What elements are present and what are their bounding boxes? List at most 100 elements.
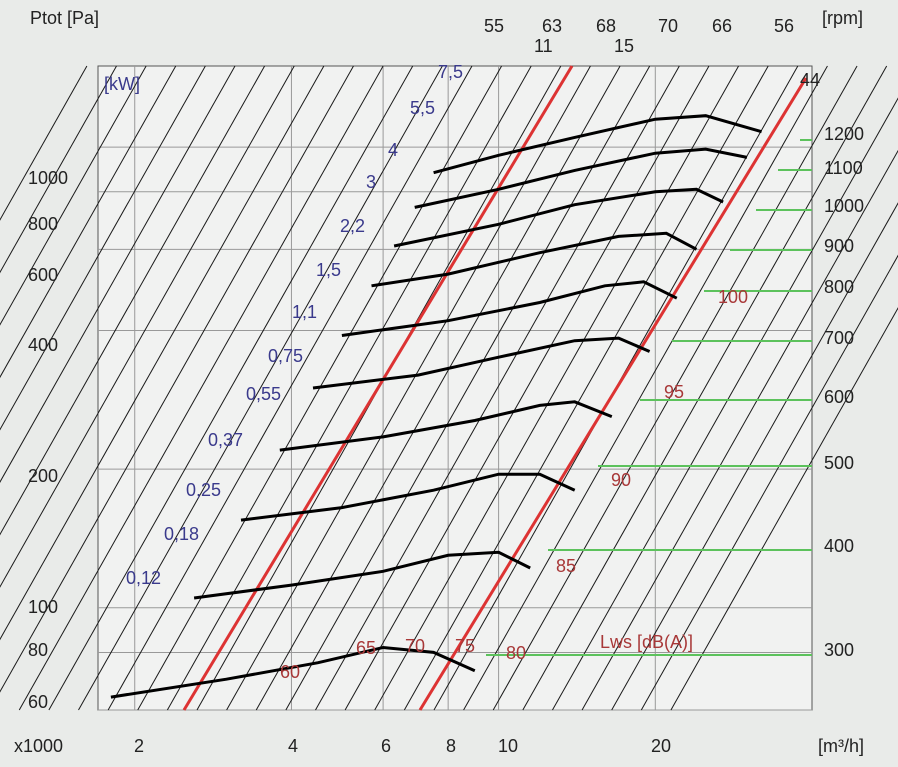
kw-label: 7,5 (438, 62, 463, 82)
system-line (0, 65, 295, 588)
system-line (78, 65, 443, 711)
lws-label: Lws [dB(A)] (600, 632, 693, 652)
y-axis-label: Ptot [Pa] (30, 8, 99, 28)
db-label: 100 (718, 287, 748, 307)
speed-label: 1000 (824, 196, 864, 216)
db-labels: 100 95 90 85 80 75 70 65 60 (280, 287, 748, 682)
rpm-unit-label: [rpm] (822, 8, 863, 28)
system-line (374, 65, 740, 711)
x-tick-labels: 2 4 6 8 10 20 (134, 736, 671, 756)
rpm-top-labels: 55 63 68 70 66 56 11 15 (484, 16, 794, 56)
y-tick-label: 1000 (28, 168, 68, 188)
db-label: 75 (455, 636, 475, 656)
x-tick-label: 6 (381, 736, 391, 756)
system-line (403, 65, 769, 711)
fan-curve (393, 187, 724, 248)
y-tick-label: 200 (28, 466, 58, 486)
speed-label: 700 (824, 328, 854, 348)
system-line (0, 65, 354, 693)
speed-label: 900 (824, 236, 854, 256)
system-line (315, 65, 680, 711)
kw-label: 2,2 (340, 216, 365, 236)
fan-curve (110, 645, 476, 699)
x-tick-label: 8 (446, 736, 456, 756)
kw-label: 0,75 (268, 346, 303, 366)
system-line (226, 65, 591, 711)
y-tick-label: 80 (28, 640, 48, 660)
speed-label: 1200 (824, 124, 864, 144)
db-label: 70 (405, 636, 425, 656)
speed-label: 400 (824, 536, 854, 556)
system-line (640, 254, 898, 711)
db-label: 90 (611, 470, 631, 490)
system-line (0, 65, 147, 326)
system-line (0, 65, 117, 274)
system-line (670, 307, 898, 711)
speed-labels-right: 1200 1100 1000 900 800 700 600 500 400 3… (824, 124, 864, 660)
kw-label: 3 (366, 172, 376, 192)
y-tick-label: 60 (28, 692, 48, 712)
system-line (18, 65, 384, 711)
y-tick-labels: 1000 800 600 400 200 100 80 60 (28, 168, 68, 712)
fan-curve (279, 400, 613, 452)
efficiency-top-label: 15 (614, 36, 634, 56)
kw-label: 1,5 (316, 260, 341, 280)
db-label: 60 (280, 662, 300, 682)
y-tick-label: 600 (28, 265, 58, 285)
kw-label: 0,25 (186, 480, 221, 500)
db-label: 85 (556, 556, 576, 576)
system-line (344, 65, 710, 711)
fan-curve (371, 231, 698, 288)
speed-guide-lines (486, 139, 812, 656)
efficiency-red-lines (182, 65, 808, 711)
fan-curves (110, 114, 763, 699)
fan-curve (414, 147, 748, 209)
rpm-top-label: 66 (712, 16, 732, 36)
db-label: 95 (664, 382, 684, 402)
kw-label: 0,55 (246, 384, 281, 404)
rpm-top-label: 63 (542, 16, 562, 36)
system-line (0, 65, 206, 431)
speed-label: 1100 (824, 158, 863, 178)
rpm-top-label: 70 (658, 16, 678, 36)
system-line (0, 65, 88, 221)
kw-label: 0,18 (164, 524, 199, 544)
system-line (285, 65, 651, 711)
system-line (552, 97, 898, 711)
system-line (0, 65, 177, 379)
speed-label: 600 (824, 387, 854, 407)
system-line (611, 202, 898, 711)
system-line (0, 65, 236, 483)
efficiency-line (418, 77, 808, 711)
x-tick-label: 4 (288, 736, 298, 756)
fan-curve (312, 336, 651, 390)
y-tick-label: 800 (28, 214, 58, 234)
kw-label: 1,1 (292, 302, 317, 322)
y-tick-label: 100 (28, 597, 58, 617)
fan-curve (341, 280, 678, 337)
chart-area-frame (97, 65, 813, 711)
x-tick-label: 20 (651, 736, 671, 756)
db-label: 65 (356, 638, 376, 658)
system-line (0, 65, 266, 536)
fan-curve (240, 472, 576, 522)
system-line (492, 65, 858, 711)
efficiency-top-label: 11 (534, 36, 553, 56)
x-axis-unit-label: [m³/h] (818, 736, 864, 756)
speed-label: 500 (824, 453, 854, 473)
rpm-top-label: 68 (596, 16, 616, 36)
efficiency-line (182, 65, 574, 711)
kw-unit-label: [kW] (104, 74, 140, 94)
speed-label: 800 (824, 277, 854, 297)
system-line (107, 65, 473, 711)
kw-label: 0,12 (126, 568, 161, 588)
system-line (581, 149, 898, 711)
db-label: 80 (506, 643, 526, 663)
x-tick-label: 10 (498, 736, 518, 756)
y-tick-label: 400 (28, 335, 58, 355)
kw-labels: 7,5 5,5 4 3 2,2 1,5 1,1 0,75 0,55 0,37 0… (126, 62, 463, 588)
rpm-top-label: 55 (484, 16, 504, 36)
system-line (48, 65, 414, 711)
fan-curve (433, 114, 763, 175)
